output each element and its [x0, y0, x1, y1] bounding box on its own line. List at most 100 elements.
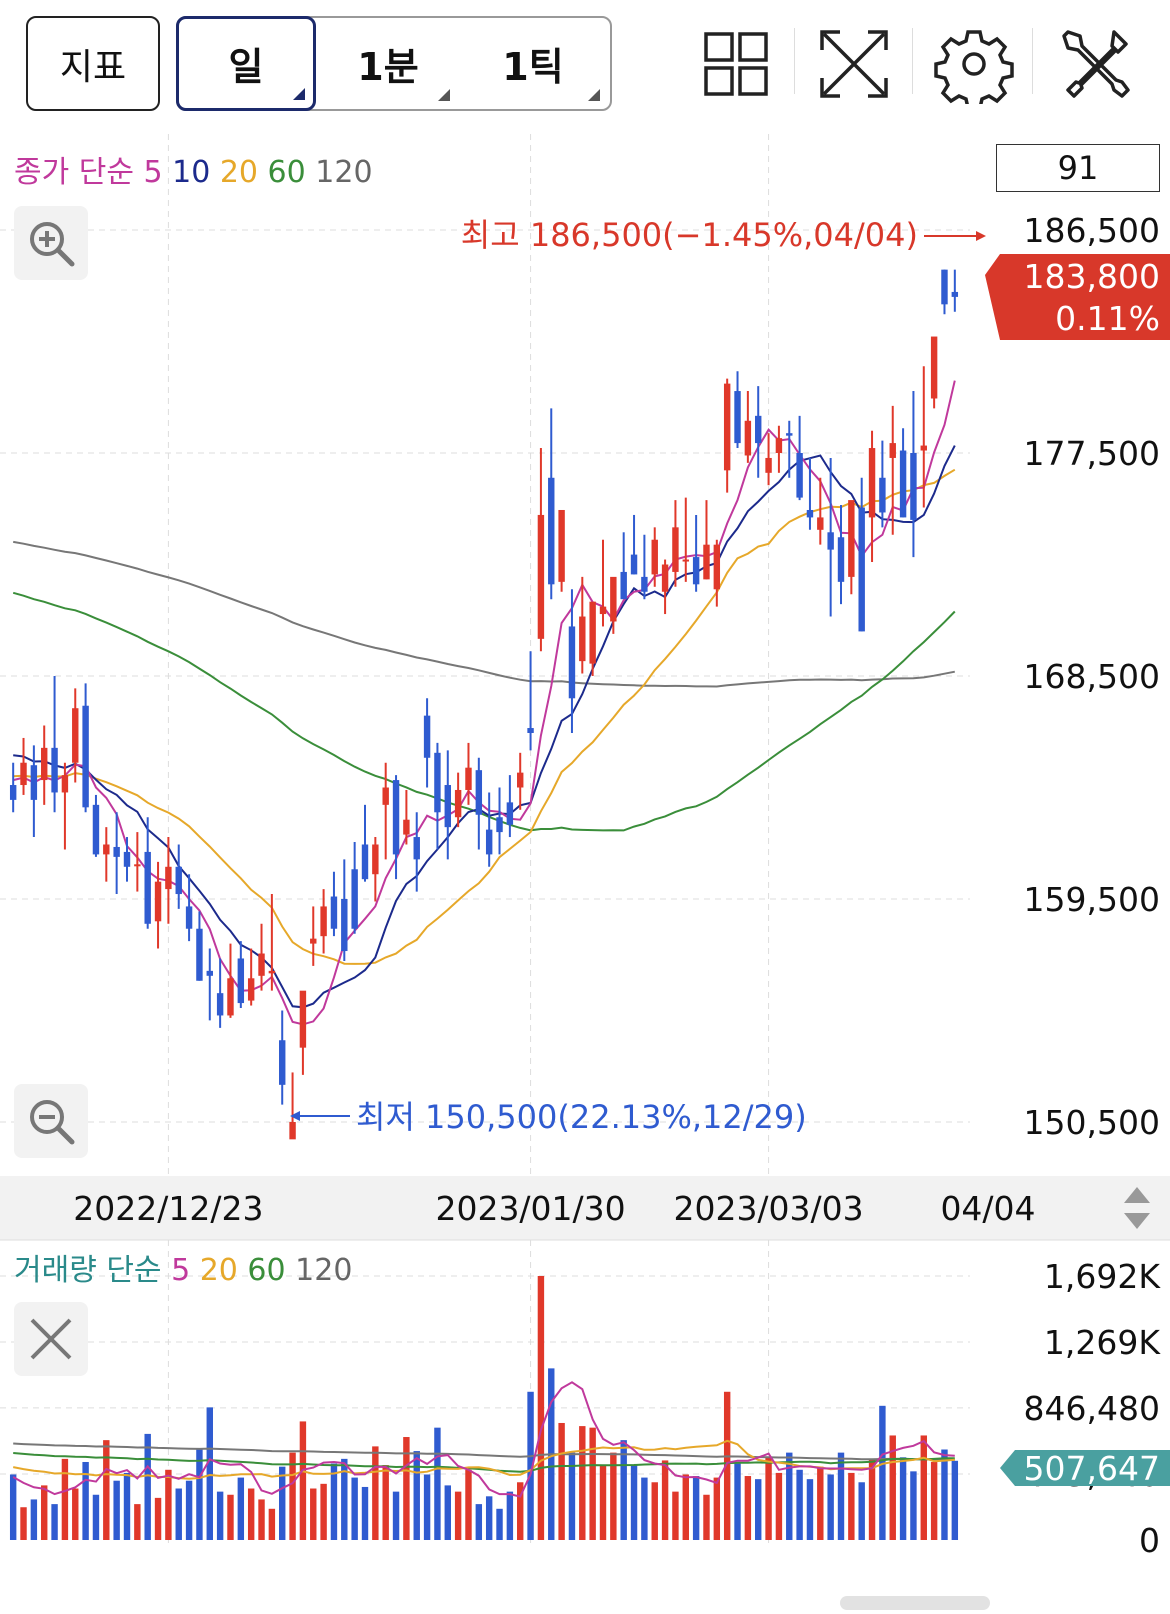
indicator-button[interactable]: 지표: [26, 16, 160, 111]
candle-body: [806, 509, 814, 518]
layout-grid-icon[interactable]: [696, 24, 776, 104]
volume-bar: [734, 1463, 741, 1540]
volume-bar: [413, 1451, 420, 1540]
volume-bar: [289, 1452, 296, 1540]
volume-bar: [827, 1474, 834, 1540]
candle-body: [703, 544, 710, 580]
volume-bar: [868, 1458, 876, 1540]
volume-bar: [858, 1482, 865, 1540]
scroll-thumb[interactable]: [840, 1596, 990, 1610]
period-tick-button[interactable]: 1틱: [458, 18, 608, 109]
candle-body: [392, 780, 400, 855]
stock-chart[interactable]: 종가 단순 5 10 20 60 120 거래량 단순 5 20 60 120 …: [0, 134, 1170, 1614]
period-minute-button[interactable]: 1분: [318, 18, 458, 109]
volume-bar: [434, 1427, 441, 1540]
high-annotation: 최고 186,500(−1.45%,04/04): [461, 216, 986, 254]
candle-body: [548, 477, 555, 585]
price-y-tick: 159,500: [1024, 880, 1160, 919]
current-price-tag: 183,800 0.11%: [985, 254, 1170, 340]
volume-bar: [910, 1471, 917, 1540]
toolbar-separator: [1032, 28, 1033, 94]
volume-bar: [134, 1504, 141, 1540]
visible-count-box[interactable]: 91: [996, 144, 1160, 192]
volume-bar: [755, 1479, 762, 1540]
volume-bar: [165, 1469, 172, 1540]
zoom-out-button[interactable]: [14, 1084, 88, 1158]
candle-body: [403, 819, 410, 835]
candle-body: [537, 514, 545, 639]
dropdown-corner-icon: [293, 88, 305, 100]
volume-bar: [216, 1491, 224, 1540]
volume-bar: [703, 1494, 710, 1540]
legend-period: 5: [171, 1253, 200, 1288]
volume-y-tick: 0: [1139, 1521, 1160, 1560]
volume-bar: [154, 1497, 162, 1540]
candle-body: [827, 532, 834, 550]
volume-bar: [579, 1426, 586, 1540]
x-axis-band: [0, 1176, 1170, 1240]
gear-icon[interactable]: [934, 24, 1014, 104]
tools-icon[interactable]: [1054, 24, 1134, 104]
legend-period: 120: [315, 155, 372, 190]
candle-body: [651, 539, 658, 575]
candle-body: [61, 775, 69, 793]
volume-bar: [848, 1472, 855, 1540]
period-day-button[interactable]: 일: [176, 16, 316, 111]
volume-bar: [630, 1465, 638, 1540]
price-y-tick: 186,500: [1024, 211, 1160, 250]
volume-bar: [558, 1422, 565, 1540]
candle-body: [744, 420, 752, 456]
volume-bar: [796, 1469, 803, 1540]
candle-body: [20, 762, 27, 786]
zoom-in-button[interactable]: [14, 206, 88, 280]
axis-scroll-arrows-icon[interactable]: [1122, 1183, 1152, 1233]
fullscreen-icon[interactable]: [814, 24, 894, 104]
volume-bar: [9, 1474, 17, 1540]
candle-body: [134, 864, 141, 867]
volume-grid: [0, 1275, 970, 1475]
candle-body: [413, 837, 420, 860]
candle-body: [475, 770, 483, 815]
candle-body: [30, 765, 38, 800]
candle-body: [434, 752, 441, 813]
volume-bar: [475, 1504, 483, 1540]
candle-body: [517, 772, 524, 788]
volume-bars: [9, 1276, 959, 1540]
current-volume: 507,647: [1024, 1449, 1160, 1488]
volume-bar: [196, 1449, 203, 1540]
candle-body: [889, 443, 896, 458]
volume-bar: [454, 1491, 462, 1540]
volume-bar: [610, 1452, 617, 1540]
legend-period: 20: [220, 155, 268, 190]
candle-body: [796, 453, 803, 498]
volume-bar: [341, 1458, 348, 1540]
candle-body: [930, 336, 938, 399]
volume-bar: [144, 1433, 151, 1540]
volume-bar: [258, 1499, 265, 1540]
volume-bar: [175, 1488, 182, 1540]
volume-bar: [920, 1435, 927, 1540]
volume-bar: [837, 1452, 845, 1540]
candle-body: [692, 557, 700, 585]
x-tick: 2023/03/03: [673, 1189, 863, 1228]
volume-bar: [30, 1499, 38, 1540]
volume-bar: [361, 1486, 369, 1540]
x-axis: 2022/12/23 2023/01/30 2023/03/03 04/04: [73, 1189, 1035, 1228]
candle-body: [879, 477, 886, 513]
volume-ma60-line: [13, 1452, 955, 1473]
current-volume-tag: 507,647: [1000, 1449, 1170, 1488]
candle-body: [103, 844, 110, 855]
candle-body: [723, 383, 731, 471]
low-label: 최저 150,500(22.13%,12/29): [356, 1098, 807, 1136]
candle-body: [579, 616, 586, 662]
volume-bar: [268, 1508, 276, 1540]
volume-bar: [641, 1477, 648, 1540]
volume-y-tick: 846,480: [1024, 1389, 1160, 1428]
close-volume-panel-button[interactable]: [14, 1302, 88, 1376]
volume-bar: [237, 1477, 245, 1540]
candle-body: [361, 844, 369, 880]
volume-bar: [930, 1461, 938, 1540]
candle-body: [268, 970, 276, 974]
candle-body: [765, 457, 772, 473]
toolbar-separator: [794, 28, 795, 94]
